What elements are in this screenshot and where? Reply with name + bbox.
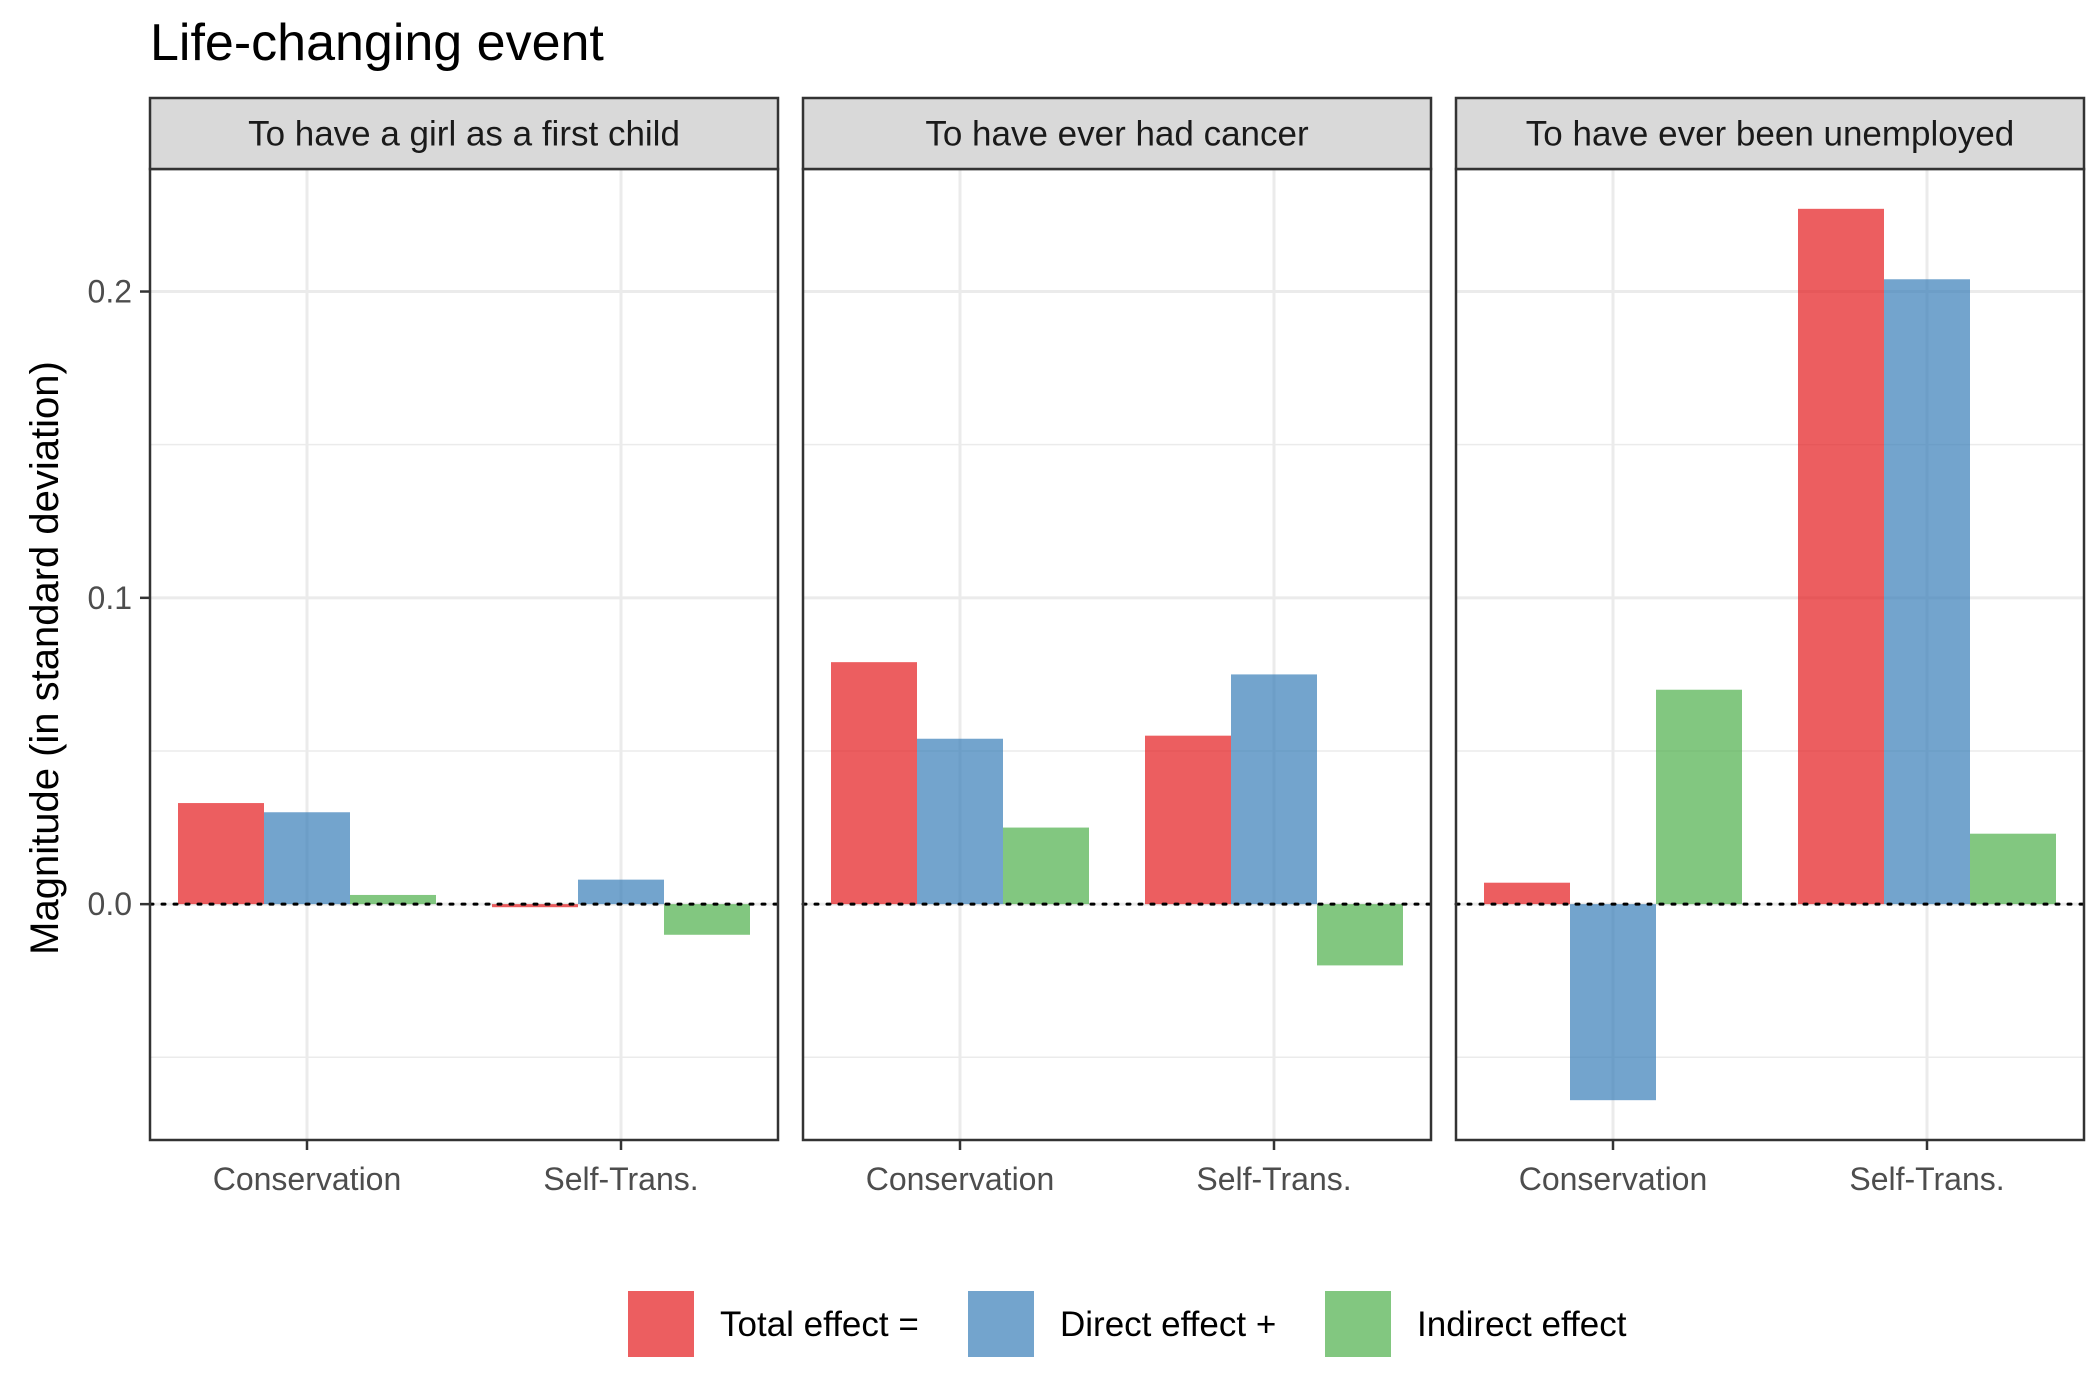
bar-direct-effect-self-trans bbox=[1884, 279, 1970, 905]
legend-label-indirect-effect: Indirect effect bbox=[1417, 1305, 1627, 1344]
panel-background bbox=[1456, 169, 2084, 1140]
legend-label-total-effect: Total effect = bbox=[720, 1305, 919, 1344]
bar-indirect-effect-conservation bbox=[350, 894, 436, 905]
bar-indirect-effect-conservation bbox=[1656, 689, 1742, 905]
facet-panels: To have a girl as a first child Conservat… bbox=[148, 96, 2086, 1197]
bar-total-effect-self-trans bbox=[1145, 735, 1231, 905]
chart-title: Life-changing event bbox=[150, 14, 604, 72]
bar-total-effect-conservation bbox=[831, 662, 917, 905]
facet-strip-label: To have a girl as a first child bbox=[248, 115, 680, 154]
bar-direct-effect-conservation bbox=[917, 738, 1003, 905]
y-tick-label: 0.0 bbox=[88, 886, 132, 922]
y-axis-title: Magnitude (in standard deviation) bbox=[23, 361, 67, 955]
facet-panel-to-have-a-girl-as-a-first-child: To have a girl as a first child Conservat… bbox=[148, 96, 780, 1197]
y-tick-label: 0.1 bbox=[88, 580, 132, 616]
facet-strip-label: To have ever had cancer bbox=[925, 115, 1309, 154]
panel-background bbox=[150, 169, 778, 1140]
bar-indirect-effect-self-trans bbox=[664, 904, 750, 935]
bar-total-effect-self-trans bbox=[1798, 208, 1884, 905]
x-tick-label: Conservation bbox=[213, 1161, 402, 1197]
facet-strip-label: To have ever been unemployed bbox=[1526, 115, 2014, 154]
facet-strip bbox=[148, 96, 780, 171]
y-axis-ticks: 0.0 0.1 0.2 bbox=[88, 274, 150, 922]
x-tick-label: Conservation bbox=[1519, 1161, 1708, 1197]
bar-indirect-effect-self-trans bbox=[1970, 833, 2056, 905]
bar-direct-effect-self-trans bbox=[1231, 674, 1317, 905]
bar-direct-effect-self-trans bbox=[578, 879, 664, 905]
bar-direct-effect-conservation bbox=[264, 812, 350, 905]
panel-background bbox=[803, 169, 1431, 1140]
facet-panel-to-have-ever-been-unemployed: To have ever been unemployed Conservation… bbox=[1454, 96, 2086, 1197]
bar-indirect-effect-self-trans bbox=[1317, 904, 1403, 966]
legend-key-direct-effect bbox=[968, 1291, 1034, 1357]
x-tick-label: Self-Trans. bbox=[1849, 1161, 2004, 1197]
legend-label-direct-effect: Direct effect + bbox=[1060, 1305, 1276, 1344]
bar-indirect-effect-conservation bbox=[1003, 827, 1089, 905]
facet-strip bbox=[801, 96, 1433, 171]
bar-direct-effect-conservation bbox=[1570, 904, 1656, 1101]
legend-key-total-effect bbox=[628, 1291, 694, 1357]
bar-total-effect-conservation bbox=[1484, 882, 1570, 905]
legend: Total effect = Direct effect + Indirect ef… bbox=[628, 1291, 1627, 1357]
x-tick-label: Conservation bbox=[866, 1161, 1055, 1197]
bar-total-effect-conservation bbox=[178, 803, 264, 905]
x-tick-label: Self-Trans. bbox=[1196, 1161, 1351, 1197]
facet-panel-to-have-ever-had-cancer: To have ever had cancer Conservation Self-… bbox=[801, 96, 1433, 1197]
y-tick-label: 0.2 bbox=[88, 274, 132, 310]
facet-strip bbox=[1454, 96, 2086, 171]
legend-key-indirect-effect bbox=[1325, 1291, 1391, 1357]
bar-total-effect-self-trans bbox=[492, 904, 578, 908]
x-tick-label: Self-Trans. bbox=[543, 1161, 698, 1197]
